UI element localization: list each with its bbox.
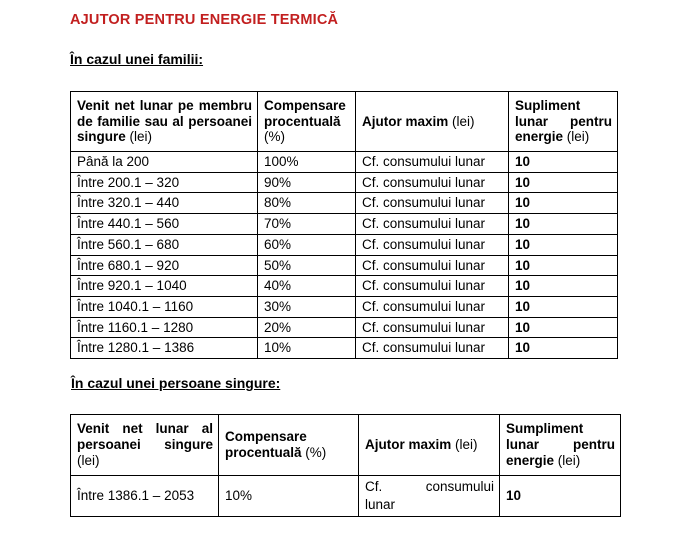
- income-cell: Între 320.1 – 440: [70, 192, 258, 215]
- section-heading-family: În cazul unei familii:: [70, 51, 204, 67]
- table-row: Între 1280.1 – 1386 10% Cf. consumului l…: [70, 337, 618, 360]
- header-compensation: Compensare procentuală (%): [218, 414, 359, 476]
- max-aid-cell: Cf. consumului lunar: [358, 475, 500, 517]
- max-aid-cell: Cf. consumului lunar: [355, 151, 509, 173]
- header-compensation-unit: (%): [264, 129, 285, 145]
- max-aid-cell: Cf. consumului lunar: [355, 337, 509, 360]
- percent-cell: 20%: [257, 316, 356, 339]
- table-row: Între 1386.1 – 2053 10% Cf. consumului l…: [70, 475, 621, 517]
- max-aid-cell: Cf. consumului lunar: [355, 295, 509, 318]
- header-compensation: Compensare procentuală (%): [257, 91, 356, 152]
- percent-cell: 80%: [257, 192, 356, 215]
- table-header-row: Venit net lunar pe membru de familie sau…: [70, 91, 618, 152]
- header-compensation-label: Compensare procentuală: [264, 97, 346, 129]
- header-income: Venit net lunar pe membru de familie sau…: [70, 91, 258, 152]
- max-aid-cell: Cf. consumului lunar: [355, 275, 509, 297]
- header-supplement-unit: (lei): [566, 129, 590, 145]
- header-max-aid-unit: (lei): [455, 437, 478, 453]
- table-row: Între 200.1 – 320 90% Cf. consumului lun…: [70, 171, 618, 194]
- table-row: Între 440.1 – 560 70% Cf. consumului lun…: [70, 213, 618, 235]
- income-cell: Între 1280.1 – 1386: [70, 337, 258, 360]
- table-row: Până la 200 100% Cf. consumului lunar 10: [70, 151, 618, 173]
- header-compensation-label: Compensare procentuală: [225, 429, 307, 460]
- header-income-label: Venit net lunar pe membru de familie sau…: [77, 97, 252, 145]
- document-title: AJUTOR PENTRU ENERGIE TERMICĂ: [70, 12, 339, 28]
- max-aid-cell: Cf. consumului lunar: [355, 171, 509, 194]
- supplement-cell: 10: [508, 171, 618, 194]
- table-row: Între 320.1 – 440 80% Cf. consumului lun…: [70, 192, 618, 215]
- header-income: Venit net lunar al persoanei singure (le…: [70, 414, 219, 476]
- income-cell: Între 1040.1 – 1160: [70, 295, 258, 318]
- max-aid-cell: Cf. consumului lunar: [355, 233, 509, 256]
- supplement-cell: 10: [508, 192, 618, 215]
- income-cell: Între 200.1 – 320: [70, 171, 258, 194]
- header-income-unit: (lei): [77, 452, 100, 468]
- supplement-cell: 10: [508, 295, 618, 318]
- header-supplement: Supliment lunar pentru energie (lei): [508, 91, 618, 152]
- header-compensation-unit: (%): [305, 445, 327, 460]
- income-cell: Până la 200: [70, 151, 258, 173]
- header-supplement: Sumpliment lunar pentru energie (lei): [499, 414, 621, 476]
- income-cell: Între 680.1 – 920: [70, 254, 258, 277]
- header-income-label: Venit net lunar al persoanei singure: [77, 421, 213, 453]
- percent-cell: 10%: [218, 475, 359, 517]
- header-max-aid-label: Ajutor maxim: [362, 113, 449, 129]
- max-aid-cell: Cf. consumului lunar: [355, 316, 509, 339]
- table-row: Între 680.1 – 920 50% Cf. consumului lun…: [70, 254, 618, 277]
- header-supplement-label: Sumpliment lunar pentru energie: [506, 421, 615, 468]
- percent-cell: 60%: [257, 233, 356, 256]
- supplement-cell: 10: [508, 337, 618, 360]
- supplement-cell: 10: [508, 213, 618, 235]
- max-aid-cell: Cf. consumului lunar: [355, 192, 509, 215]
- header-income-unit: (lei): [129, 129, 153, 145]
- table-row: Între 920.1 – 1040 40% Cf. consumului lu…: [70, 275, 618, 297]
- header-max-aid-label: Ajutor maxim: [365, 437, 452, 453]
- header-supplement-label: Supliment lunar pentru energie: [515, 97, 612, 145]
- percent-cell: 100%: [257, 151, 356, 173]
- supplement-cell: 10: [508, 151, 618, 173]
- income-cell: Între 920.1 – 1040: [70, 275, 258, 297]
- supplement-cell: 10: [508, 254, 618, 277]
- percent-cell: 70%: [257, 213, 356, 235]
- header-max-aid: Ajutor maxim (lei): [358, 414, 500, 476]
- header-supplement-unit: (lei): [557, 452, 581, 468]
- supplement-cell: 10: [508, 233, 618, 256]
- income-cell: Între 440.1 – 560: [70, 213, 258, 235]
- percent-cell: 10%: [257, 337, 356, 360]
- table-row: Între 560.1 – 680 60% Cf. consumului lun…: [70, 233, 618, 256]
- supplement-cell: 10: [508, 316, 618, 339]
- supplement-cell: 10: [499, 475, 621, 517]
- percent-cell: 50%: [257, 254, 356, 277]
- income-cell: Între 1386.1 – 2053: [70, 475, 219, 517]
- max-aid-cell: Cf. consumului lunar: [355, 213, 509, 235]
- percent-cell: 30%: [257, 295, 356, 318]
- percent-cell: 90%: [257, 171, 356, 194]
- table-header-row: Venit net lunar al persoanei singure (le…: [70, 414, 621, 476]
- income-cell: Între 1160.1 – 1280: [70, 316, 258, 339]
- header-max-aid: Ajutor maxim (lei): [355, 91, 509, 152]
- max-aid-cell: Cf. consumului lunar: [355, 254, 509, 277]
- table-row: Între 1160.1 – 1280 20% Cf. consumului l…: [70, 316, 618, 339]
- section-heading-single: În cazul unei persoane singure:: [71, 375, 281, 391]
- percent-cell: 40%: [257, 275, 356, 297]
- income-cell: Între 560.1 – 680: [70, 233, 258, 256]
- header-max-aid-unit: (lei): [452, 113, 475, 129]
- single-person-aid-table: Venit net lunar al persoanei singure (le…: [70, 414, 621, 517]
- family-aid-table: Venit net lunar pe membru de familie sau…: [70, 91, 618, 360]
- supplement-cell: 10: [508, 275, 618, 297]
- table-row: Între 1040.1 – 1160 30% Cf. consumului l…: [70, 295, 618, 318]
